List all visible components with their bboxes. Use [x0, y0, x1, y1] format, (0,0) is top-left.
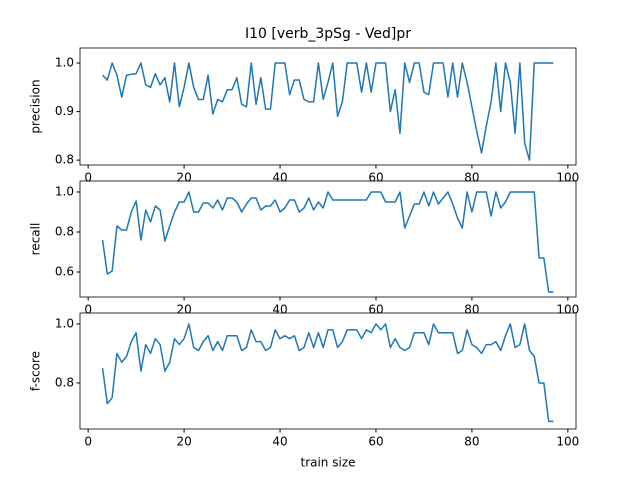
x-tick-label: 80 [464, 435, 479, 449]
y-tick-label: 1.0 [55, 56, 74, 70]
x-tick-label: 20 [176, 303, 191, 317]
axes-frame [79, 47, 577, 166]
x-tick-label: 60 [368, 303, 383, 317]
y-tick-label: 0.8 [55, 153, 74, 167]
x-tick-label: 0 [84, 435, 92, 449]
x-axis-label: train size [300, 456, 355, 470]
y-tick-label: 0.6 [55, 265, 74, 279]
x-tick-label: 100 [556, 435, 579, 449]
y-axis-label: f-score [29, 351, 43, 391]
x-tick-label: 60 [368, 435, 383, 449]
y-tick-label: 1.0 [55, 185, 74, 199]
data-line [102, 62, 554, 161]
y-tick-label: 0.9 [55, 104, 74, 118]
x-tick-label: 40 [272, 435, 287, 449]
y-axis-label: precision [29, 79, 43, 133]
chart-title: I10 [verb_3pSg - Ved]pr [245, 26, 411, 42]
axes-frame [79, 180, 577, 298]
y-tick-label: 0.8 [55, 225, 74, 239]
x-tick-label: 20 [176, 435, 191, 449]
x-tick-label: 60 [368, 171, 383, 185]
axes-frame [79, 312, 577, 430]
x-tick-label: 80 [464, 171, 479, 185]
y-tick-label: 0.8 [55, 375, 74, 389]
y-axis-label: recall [29, 223, 43, 256]
x-tick-label: 0 [84, 171, 92, 185]
x-tick-label: 0 [84, 303, 92, 317]
data-line [101, 323, 554, 423]
data-line [101, 191, 554, 293]
x-tick-label: 40 [272, 171, 287, 185]
x-tick-label: 40 [272, 303, 287, 317]
x-tick-label: 80 [464, 303, 479, 317]
y-tick-label: 1.0 [55, 316, 74, 330]
x-tick-label: 20 [176, 171, 191, 185]
